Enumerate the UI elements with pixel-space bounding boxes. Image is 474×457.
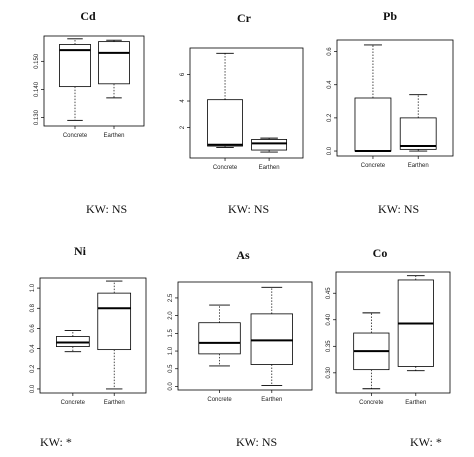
iqr-box [250,313,293,365]
y-tick-label: 1.0 [168,346,174,355]
y-tick-label: 1.5 [168,329,174,338]
box-earthen [98,39,130,99]
y-tick-label: 6 [180,72,186,76]
category-label: Concrete [207,397,232,403]
panel-title: Cd [80,9,96,23]
y-tick-label: 0.2 [327,113,333,122]
y-tick-label: 0.45 [326,287,332,299]
panel-as: As 0.0 0.5 1.0 1.5 2.0 2.5 Concrete Earthen KW: N… [168,248,313,449]
box-concrete [353,312,390,390]
plot-frame [336,39,454,157]
y-tick-label: 0.150 [34,53,40,69]
kw-label: KW: NS [378,202,419,216]
category-label: Concrete [361,163,386,169]
box-earthen [397,275,434,372]
y-tick-label: 0.40 [326,313,332,325]
category-label: Earthen [261,397,282,403]
iqr-box [207,99,243,147]
box-concrete [354,44,392,153]
y-tick-label: 0.2 [30,364,36,373]
category-label: Earthen [259,165,280,171]
box-concrete [207,52,243,148]
plot-frame [335,271,451,394]
category-label: Concrete [359,400,384,406]
category-label: Concrete [63,133,88,139]
category-label: Concrete [213,165,238,171]
panel-title: Pb [383,9,397,23]
y-tick-label: 0.8 [30,303,36,312]
iqr-box [98,41,130,85]
panel-ni: Ni 0.0 0.2 0.4 0.6 0.8 1.0 Concrete Earthen KW: * [30,244,147,449]
plot-frame [189,47,304,159]
plot-frame [177,281,313,391]
box-concrete [56,330,90,353]
y-tick-label: 0.130 [34,109,40,125]
kw-label: KW: NS [236,435,277,449]
category-label: Earthen [405,400,426,406]
y-tick-label: 0.6 [327,47,333,56]
y-tick-label: 0.35 [326,340,332,352]
panel-title: As [236,248,250,262]
y-tick-label: 0.6 [30,324,36,333]
panel-pb: Pb 0.0 0.2 0.4 0.6 Concrete Earthen KW: NS [327,9,454,216]
iqr-box [198,322,241,355]
panel-cd: Cd 0.130 0.140 0.150 Concrete Earthen KW: NS [34,9,145,216]
y-tick-label: 0.0 [168,382,174,391]
y-tick-label: 0.4 [30,344,36,353]
iqr-box [251,139,288,151]
y-tick-label: 2 [180,125,186,129]
kw-label: KW: NS [86,202,127,216]
panel-title: Ni [74,244,87,258]
panel-co: Co 0.30 0.35 0.40 0.45 Concrete Earthen KW: * [326,246,451,449]
iqr-box [59,44,91,88]
plot-frame [39,277,147,394]
box-concrete [198,304,241,367]
box-earthen [250,286,293,386]
box-earthen [97,280,132,390]
iqr-box [399,117,437,150]
y-tick-label: 0.5 [168,364,174,373]
category-label: Earthen [104,400,125,406]
y-tick-label: 0.4 [327,80,333,89]
y-tick-label: 0.30 [326,366,332,378]
kw-label: KW: NS [228,202,269,216]
box-earthen [399,94,437,152]
panel-title: Co [373,246,388,260]
category-label: Concrete [61,400,86,406]
box-concrete [59,38,91,121]
iqr-box [97,292,132,351]
category-label: Earthen [408,163,429,169]
y-tick-label: 4 [180,99,186,103]
kw-label: KW: * [40,435,72,449]
y-tick-label: 0.140 [34,81,40,97]
plot-frame [43,35,145,127]
y-tick-label: 2.0 [168,311,174,320]
y-tick-label: 1.0 [30,283,36,292]
box-earthen [251,137,288,153]
kw-label: KW: * [410,435,442,449]
y-tick-label: 0.0 [30,384,36,393]
panel-title: Cr [237,11,252,25]
y-tick-label: 0.0 [327,146,333,155]
iqr-box [56,336,90,347]
iqr-box [354,97,392,152]
category-label: Earthen [103,133,124,139]
y-tick-label: 2.5 [168,293,174,302]
panel-cr: Cr 2 4 6 Concrete Earthen KW: NS [180,11,304,216]
